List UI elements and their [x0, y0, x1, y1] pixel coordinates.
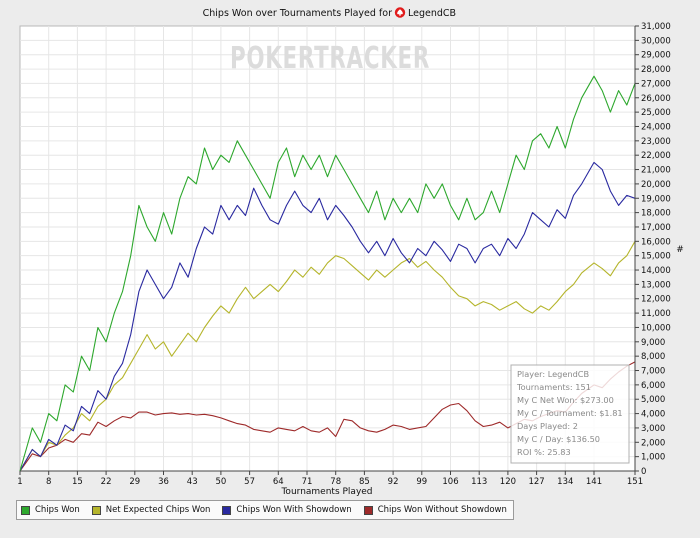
- y-tick-label: 5,000: [641, 395, 665, 405]
- x-tick-label: 113: [471, 477, 487, 487]
- stat-per-day: My C / Day: $136.50: [517, 434, 600, 444]
- x-tick-label: 29: [129, 477, 140, 487]
- y-tick-label: 13,000: [641, 280, 671, 290]
- y-tick-label: 30,000: [641, 36, 671, 46]
- x-tick-label: 57: [244, 477, 255, 487]
- y-tick-label: 26,000: [641, 94, 671, 104]
- y-tick-label: 14,000: [641, 266, 671, 276]
- x-tick-label: 50: [215, 477, 226, 487]
- legend-swatch: [91, 505, 101, 515]
- legend-item-with-showdown[interactable]: Chips Won With Showdown: [222, 505, 352, 515]
- y-tick-label: 20,000: [641, 180, 671, 190]
- y-tick-label: 0: [641, 467, 646, 477]
- y-tick-label: 23,000: [641, 137, 671, 147]
- x-tick-label: 15: [72, 477, 83, 487]
- pokertracker-watermark: POKERTRACKER: [230, 41, 430, 76]
- legend-label: Chips Won Without Showdown: [377, 505, 507, 515]
- y-tick-label: 10,000: [641, 323, 671, 333]
- stat-net-won: My C Net Won: $273.00: [517, 395, 614, 405]
- legend-item-net-expected[interactable]: Net Expected Chips Won: [91, 505, 211, 515]
- y-tick-label: 11,000: [641, 309, 671, 319]
- pokerstars-logo-icon: [394, 7, 406, 18]
- y-tick-label: 19,000: [641, 194, 671, 204]
- x-tick-label: 36: [158, 477, 169, 487]
- stat-days-played: Days Played: 2: [517, 421, 578, 431]
- legend-label: Chips Won With Showdown: [236, 505, 352, 515]
- x-tick-label: 8: [46, 477, 51, 487]
- legend-item-without-showdown[interactable]: Chips Won Without Showdown: [363, 505, 507, 515]
- y-tick-label: 28,000: [641, 65, 671, 75]
- series-line-net-expected-chips-won: [19, 241, 636, 472]
- y-tick-label: 16,000: [641, 237, 671, 247]
- x-tick-label: 64: [273, 477, 284, 487]
- chart-title-player: LegendCB: [408, 8, 456, 19]
- x-tick-label: 1: [17, 477, 22, 487]
- x-tick-label: 71: [302, 477, 313, 487]
- x-tick-label: 106: [442, 477, 458, 487]
- x-tick-label: 127: [528, 477, 544, 487]
- x-tick-label: 141: [586, 477, 602, 487]
- y-axis-label: #: [676, 245, 684, 255]
- series-line-chips-won-with-showdown: [19, 161, 636, 472]
- x-tick-label: 92: [388, 477, 399, 487]
- y-tick-label: 31,000: [641, 22, 671, 32]
- x-tick-label: 134: [557, 477, 573, 487]
- legend-swatch: [363, 505, 373, 515]
- y-axis-ticks: 0 1,000 2,000 3,000 4,000 5,000 6,000 7,000 8,00…: [635, 22, 671, 477]
- y-tick-label: 1,000: [641, 453, 665, 463]
- chart-title: Chips Won over Tournaments Played for: [203, 8, 392, 19]
- stats-box: Player: LegendCB Tournaments: 151 My C N…: [510, 364, 630, 464]
- stat-per-tournament: My C / Tournament: $1.81: [517, 408, 623, 418]
- chart-title-group: Chips Won over Tournaments Played for Le…: [203, 7, 456, 19]
- x-tick-label: 151: [627, 477, 643, 487]
- y-tick-label: 6,000: [641, 381, 665, 391]
- y-tick-label: 17,000: [641, 223, 671, 233]
- x-axis-ticks: 1 8 15 22 29 36 43 50 57 64 71 78 85 92 99 106 113 120 127…: [17, 471, 643, 487]
- stat-roi: ROI %: 25.83: [517, 447, 571, 457]
- y-tick-label: 3,000: [641, 424, 665, 434]
- x-tick-label: 22: [101, 477, 112, 487]
- y-tick-label: 7,000: [641, 367, 665, 377]
- legend-item-chips-won[interactable]: Chips Won: [21, 505, 80, 515]
- legend-label: Net Expected Chips Won: [105, 505, 211, 515]
- y-tick-label: 24,000: [641, 122, 671, 132]
- stat-tournaments: Tournaments: 151: [516, 382, 591, 392]
- y-tick-label: 22,000: [641, 151, 671, 161]
- legend-label: Chips Won: [35, 505, 80, 515]
- x-axis-label: Tournaments Played: [280, 487, 372, 497]
- stats-box-frame: [510, 364, 630, 464]
- y-tick-label: 15,000: [641, 252, 671, 262]
- watermark-text: POKERTRACKER: [230, 41, 430, 76]
- stat-player: Player: LegendCB: [517, 369, 589, 379]
- y-tick-label: 12,000: [641, 295, 671, 305]
- y-tick-label: 25,000: [641, 108, 671, 118]
- y-tick-label: 9,000: [641, 338, 665, 348]
- x-tick-label: 78: [330, 477, 341, 487]
- x-tick-label: 99: [416, 477, 427, 487]
- chart-legend: Chips Won Net Expected Chips Won Chips W…: [16, 500, 514, 520]
- y-tick-label: 18,000: [641, 209, 671, 219]
- grid-lines: [20, 26, 635, 471]
- y-tick-label: 21,000: [641, 166, 671, 176]
- x-tick-label: 43: [187, 477, 198, 487]
- y-tick-label: 27,000: [641, 79, 671, 89]
- x-tick-label: 120: [500, 477, 516, 487]
- y-tick-label: 29,000: [641, 51, 671, 61]
- y-tick-label: 8,000: [641, 352, 665, 362]
- y-tick-label: 2,000: [641, 438, 665, 448]
- series-line-chips-won: [19, 75, 636, 472]
- legend-swatch: [21, 505, 30, 515]
- legend-swatch: [222, 505, 232, 515]
- x-tick-label: 85: [359, 477, 370, 487]
- y-tick-label: 4,000: [641, 410, 665, 420]
